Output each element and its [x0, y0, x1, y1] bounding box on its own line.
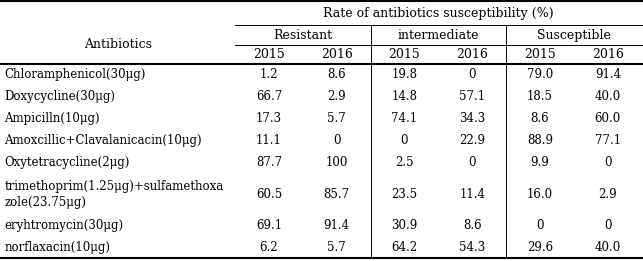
Text: 0: 0: [536, 219, 544, 232]
Text: 34.3: 34.3: [459, 112, 485, 125]
Text: 0: 0: [604, 156, 611, 169]
Text: 0: 0: [333, 134, 340, 147]
Text: 77.1: 77.1: [595, 134, 621, 147]
Text: 22.9: 22.9: [459, 134, 485, 147]
Text: 91.4: 91.4: [595, 68, 621, 81]
Text: 0: 0: [469, 156, 476, 169]
Text: Ampicilln(10μg): Ampicilln(10μg): [5, 112, 100, 125]
Text: Amoxcillic+Clavalanicacin(10μg): Amoxcillic+Clavalanicacin(10μg): [5, 134, 202, 147]
Text: 11.1: 11.1: [256, 134, 282, 147]
Text: 91.4: 91.4: [323, 219, 350, 232]
Text: 23.5: 23.5: [392, 188, 417, 201]
Text: intermediate: intermediate: [397, 29, 479, 42]
Text: 8.6: 8.6: [530, 112, 549, 125]
Text: 40.0: 40.0: [595, 241, 621, 254]
Text: 17.3: 17.3: [256, 112, 282, 125]
Text: 0: 0: [604, 219, 611, 232]
Text: 8.6: 8.6: [463, 219, 482, 232]
Text: 2.9: 2.9: [327, 90, 346, 103]
Text: 85.7: 85.7: [323, 188, 350, 201]
Text: 11.4: 11.4: [459, 188, 485, 201]
Text: 29.6: 29.6: [527, 241, 553, 254]
Text: Chloramphenicol(30μg): Chloramphenicol(30μg): [5, 68, 146, 81]
Text: 6.2: 6.2: [260, 241, 278, 254]
Text: 0: 0: [401, 134, 408, 147]
Text: 14.8: 14.8: [392, 90, 417, 103]
Text: Oxytetracycline(2μg): Oxytetracycline(2μg): [5, 156, 130, 169]
Text: Resistant: Resistant: [273, 29, 332, 42]
Text: 16.0: 16.0: [527, 188, 553, 201]
Text: 54.3: 54.3: [459, 241, 485, 254]
Text: 2016: 2016: [457, 48, 488, 61]
Text: 5.7: 5.7: [327, 112, 346, 125]
Text: Susceptible: Susceptible: [537, 29, 611, 42]
Text: 87.7: 87.7: [256, 156, 282, 169]
Text: 19.8: 19.8: [392, 68, 417, 81]
Text: 2016: 2016: [321, 48, 352, 61]
Text: 60.0: 60.0: [595, 112, 621, 125]
Text: 60.5: 60.5: [256, 188, 282, 201]
Text: 2.5: 2.5: [395, 156, 414, 169]
Text: 18.5: 18.5: [527, 90, 553, 103]
Text: 64.2: 64.2: [392, 241, 417, 254]
Text: 8.6: 8.6: [327, 68, 346, 81]
Text: 0: 0: [469, 68, 476, 81]
Text: 30.9: 30.9: [392, 219, 417, 232]
Text: 66.7: 66.7: [256, 90, 282, 103]
Text: 79.0: 79.0: [527, 68, 553, 81]
Text: 100: 100: [325, 156, 348, 169]
Text: 69.1: 69.1: [256, 219, 282, 232]
Text: 57.1: 57.1: [459, 90, 485, 103]
Text: Rate of antibiotics susceptibility (%): Rate of antibiotics susceptibility (%): [323, 7, 554, 20]
Text: 9.9: 9.9: [530, 156, 549, 169]
Text: norflaxacin(10μg): norflaxacin(10μg): [5, 241, 111, 254]
Text: trimethoprim(1.25μg)+sulfamethoxa
zole(23.75μg): trimethoprim(1.25μg)+sulfamethoxa zole(2…: [5, 180, 224, 209]
Text: 2016: 2016: [592, 48, 624, 61]
Text: 2.9: 2.9: [599, 188, 617, 201]
Text: eryhtromycin(30μg): eryhtromycin(30μg): [5, 219, 123, 232]
Text: 5.7: 5.7: [327, 241, 346, 254]
Text: 2015: 2015: [253, 48, 285, 61]
Text: 40.0: 40.0: [595, 90, 621, 103]
Text: 2015: 2015: [388, 48, 421, 61]
Text: 2015: 2015: [524, 48, 556, 61]
Text: Antibiotics: Antibiotics: [84, 38, 152, 51]
Text: 1.2: 1.2: [260, 68, 278, 81]
Text: Doxycycline(30μg): Doxycycline(30μg): [5, 90, 116, 103]
Text: 74.1: 74.1: [392, 112, 417, 125]
Text: 88.9: 88.9: [527, 134, 553, 147]
